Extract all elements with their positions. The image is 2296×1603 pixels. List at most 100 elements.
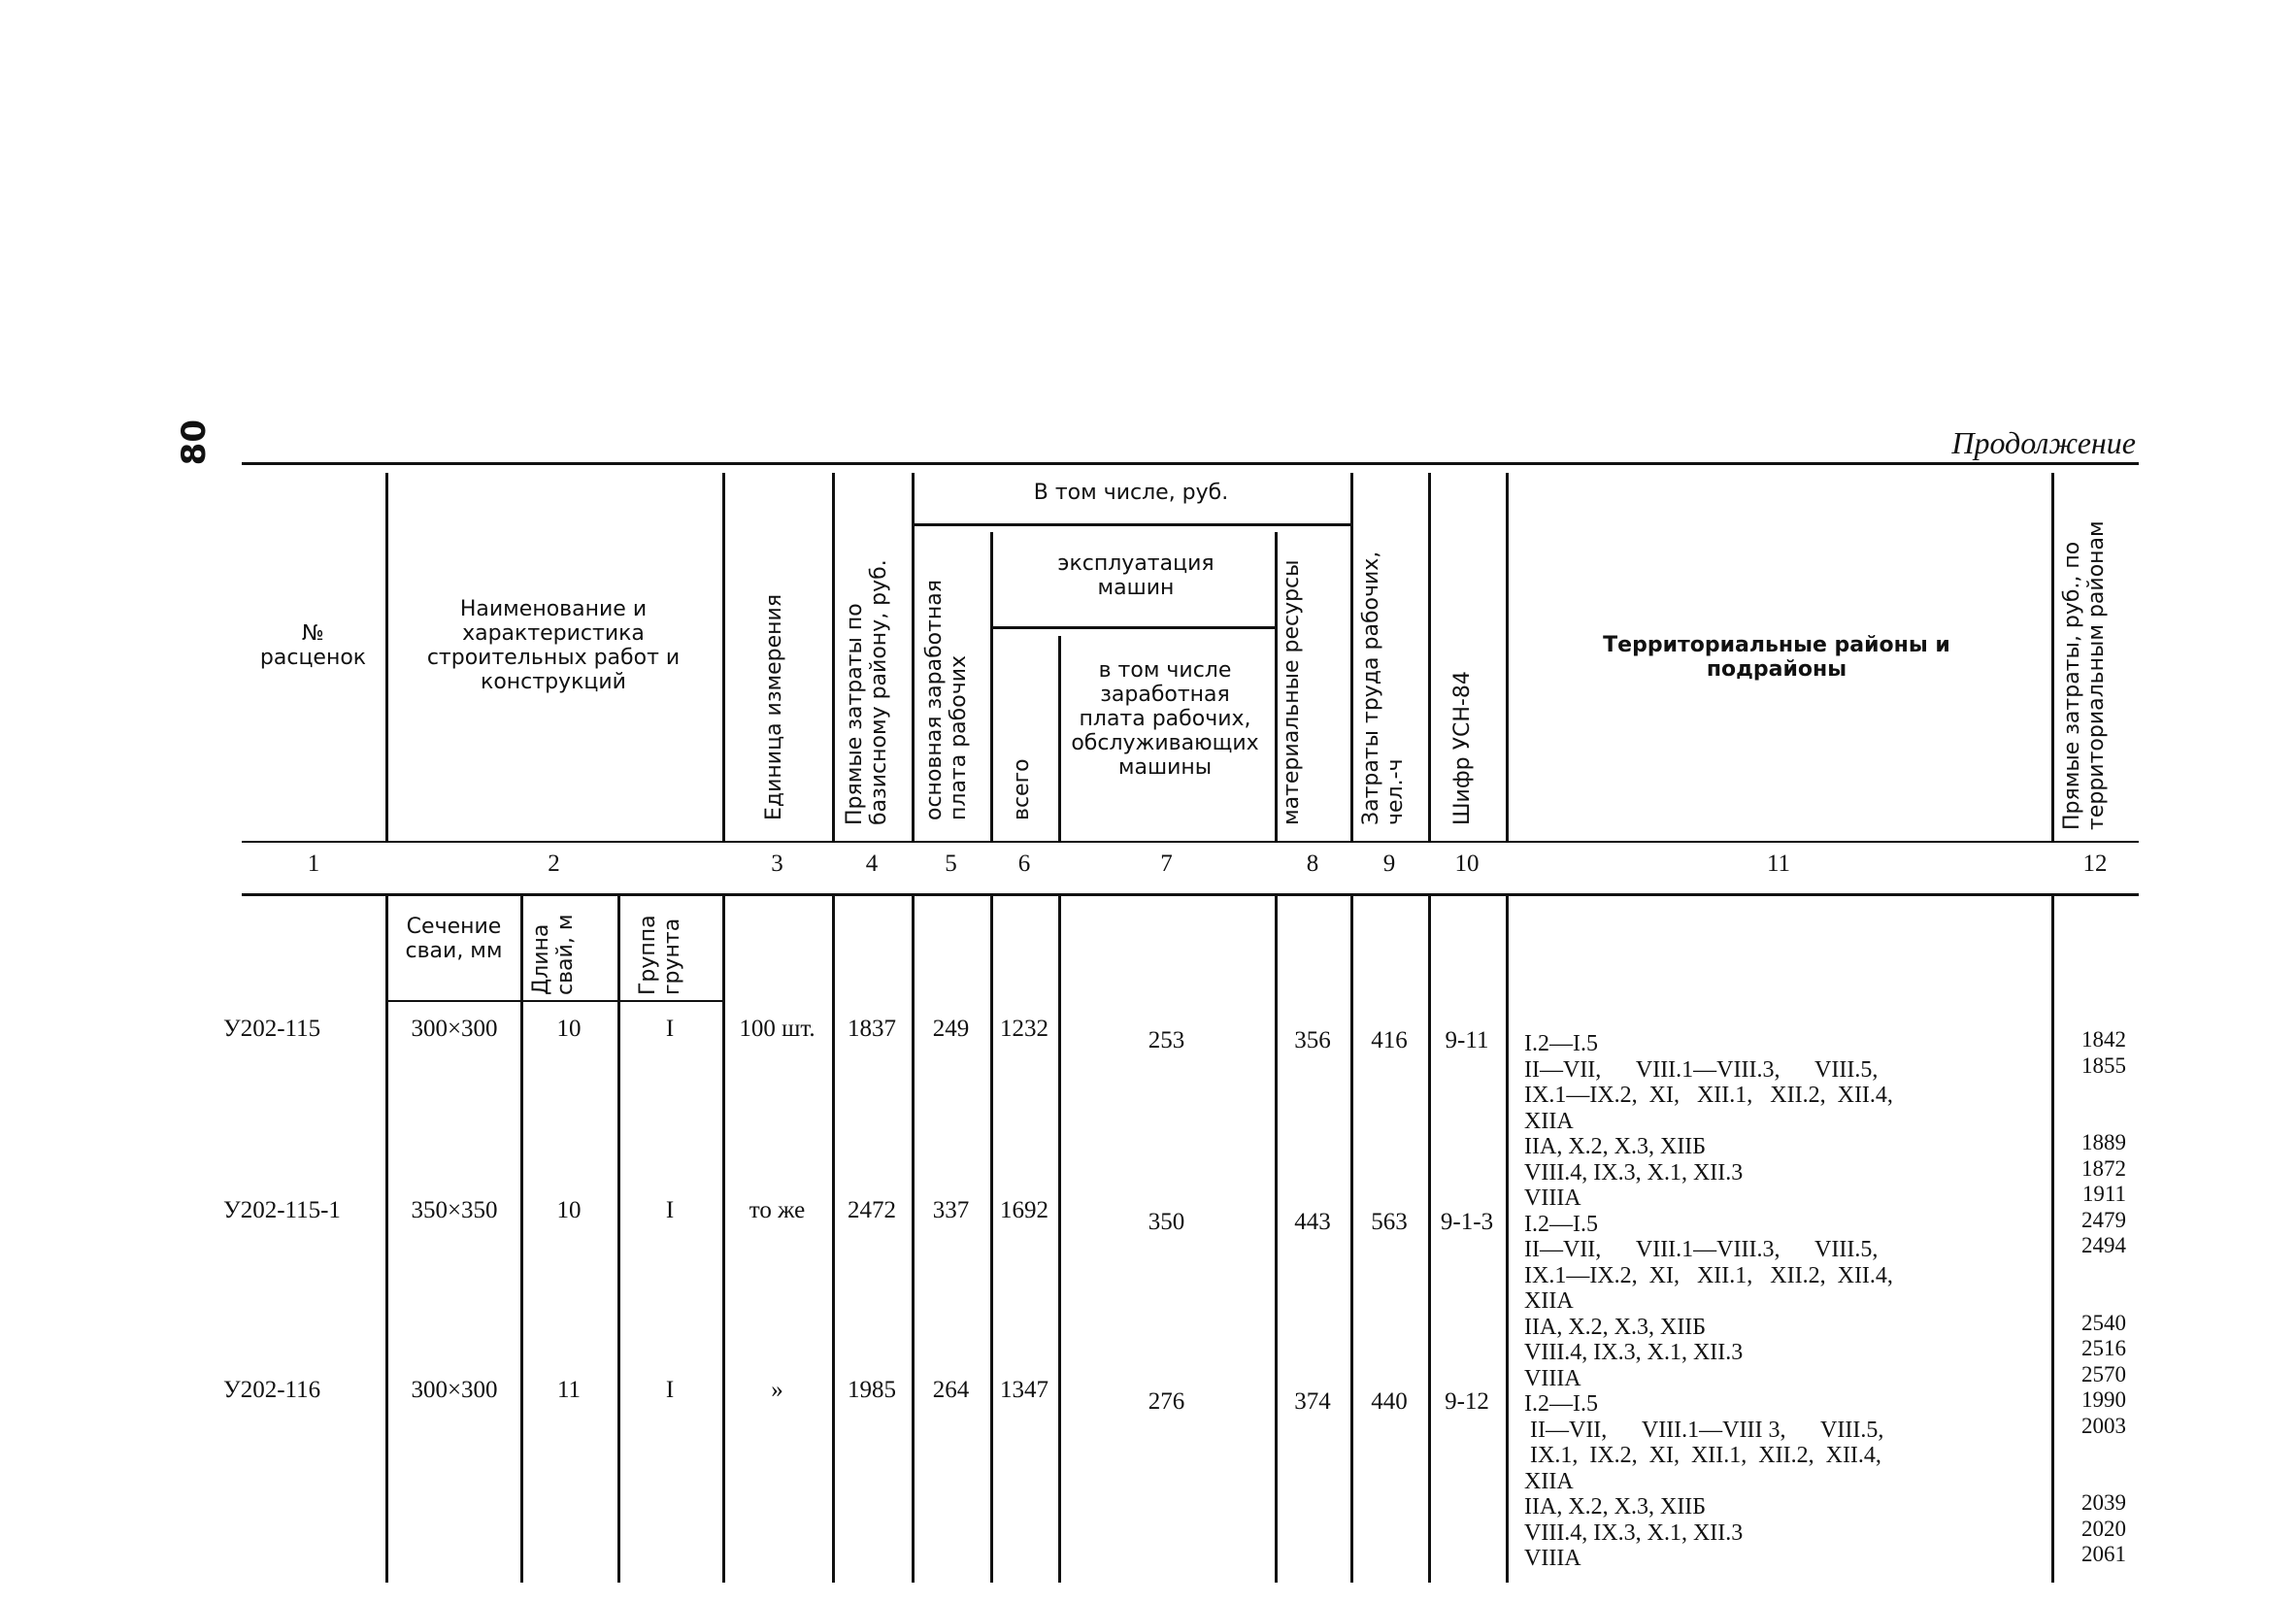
- subheader-soil-group: Группа грунта: [636, 915, 684, 995]
- territory-line: I.2—I.5: [1524, 1211, 1598, 1237]
- cell-cipher: 9-1-3: [1440, 1209, 1494, 1235]
- column-divider: [385, 893, 388, 1583]
- column-number: 1: [307, 851, 320, 877]
- territory-line: IX.1—IX.2, XI, XII.1, XII.2, XII.4,: [1524, 1083, 1893, 1108]
- subheader-length: Длина свай, м: [529, 914, 578, 995]
- header-territory-prices: Прямые затраты, руб., по территориальным…: [2060, 520, 2109, 830]
- column-divider: [990, 532, 993, 841]
- cell-code: У202-115-1: [223, 1197, 341, 1223]
- cell-mach-wage: 253: [1148, 1027, 1185, 1053]
- cell-section: 300×300: [411, 1016, 498, 1042]
- column-number: 4: [865, 851, 879, 877]
- territory-line: VIII.4, IX.3, X.1, XII.3: [1524, 1520, 1744, 1546]
- column-number: 3: [771, 851, 783, 877]
- cell-mat: 374: [1294, 1388, 1331, 1415]
- cell-mach: 1347: [1000, 1377, 1048, 1403]
- territory-price: 2003: [2081, 1413, 2126, 1438]
- territory-line: VIII.4, IX.3, X.1, XII.3: [1524, 1159, 1744, 1186]
- cell-length: 11: [556, 1377, 582, 1403]
- cell-group: I: [665, 1377, 675, 1403]
- territory-line: XIIA: [1524, 1108, 1574, 1134]
- territory-line: IIA, X.2, X.3, XIIБ: [1524, 1494, 1707, 1520]
- cell-mach: 1232: [1000, 1016, 1048, 1042]
- territory-line: VIIIA: [1524, 1365, 1581, 1391]
- header-wage: основная заработная плата рабочих: [922, 579, 971, 820]
- divider: [242, 893, 2139, 896]
- column-divider: [1275, 893, 1278, 1583]
- territory-line: I.2—I.5: [1524, 1031, 1598, 1056]
- column-divider: [1506, 473, 1509, 841]
- cell-group: I: [665, 1197, 675, 1223]
- cell-cipher: 9-11: [1445, 1027, 1489, 1053]
- territory-line: II—VII, VIII.1—VIII.3, VIII.5,: [1524, 1056, 1879, 1083]
- territory-price: 1842: [2081, 1027, 2126, 1052]
- column-number: 7: [1160, 851, 1173, 877]
- cell-mach-wage: 276: [1148, 1388, 1185, 1415]
- header-territories: Территориальные районы и подрайоны: [1603, 633, 1950, 682]
- header-materials: материальные ресурсы: [1280, 559, 1304, 825]
- cell-wage: 249: [932, 1016, 970, 1042]
- territory-line: VIII.4, IX.3, X.1, XII.3: [1524, 1340, 1744, 1365]
- divider: [990, 626, 1275, 629]
- column-divider: [1428, 893, 1431, 1583]
- column-divider: [1350, 473, 1353, 841]
- column-divider: [1058, 893, 1061, 1583]
- territory-line: IX.1, IX.2, XI, XII.1, XII.2, XII.4,: [1524, 1443, 1881, 1468]
- territory-line: II—VII, VIII.1—VIII 3, VIII.5,: [1524, 1417, 1884, 1443]
- column-number: 2: [548, 851, 560, 877]
- territory-line: I.2—I.5: [1524, 1391, 1598, 1417]
- cell-direct: 2472: [848, 1197, 896, 1223]
- cell-group: I: [665, 1016, 675, 1042]
- cell-unit: то же: [749, 1197, 806, 1223]
- column-number: 12: [2082, 851, 2108, 877]
- divider: [912, 523, 1350, 526]
- column-divider: [2051, 893, 2054, 1583]
- subheader-section: Сечение сваи, мм: [405, 915, 503, 963]
- column-divider: [1058, 636, 1061, 841]
- territory-line: IIA, X.2, X.3, XIIБ: [1524, 1314, 1707, 1340]
- territory-price: 2479: [2081, 1207, 2126, 1232]
- column-divider: [722, 893, 725, 1583]
- divider: [242, 841, 2139, 843]
- column-divider: [1350, 893, 1353, 1583]
- header-labor: Затраты труда рабочих, чел.-ч: [1359, 551, 1408, 825]
- header-name: Наименование и характеристика строительн…: [426, 597, 681, 694]
- territory-price: 1911: [2081, 1182, 2126, 1206]
- territory-price: 2494: [2081, 1233, 2126, 1257]
- column-divider: [912, 473, 915, 841]
- column-divider: [385, 473, 388, 841]
- cell-section: 300×300: [411, 1377, 498, 1403]
- header-code: № расценок: [259, 621, 367, 670]
- territory-line: IX.1—IX.2, XI, XII.1, XII.2, XII.4,: [1524, 1262, 1893, 1288]
- header-unit: Единица измерения: [762, 593, 786, 820]
- header-direct: Прямые затраты по базисному району, руб.: [843, 559, 891, 825]
- column-divider: [2051, 473, 2054, 841]
- column-divider: [1506, 893, 1509, 1583]
- cell-code: У202-116: [223, 1377, 321, 1403]
- cell-unit: »: [771, 1377, 783, 1403]
- cell-section: 350×350: [411, 1197, 498, 1223]
- column-divider: [520, 893, 523, 1583]
- header-machines: эксплуатация машин: [1057, 551, 1215, 600]
- page-number: 80: [175, 419, 214, 466]
- territory-price: 1990: [2081, 1387, 2126, 1412]
- cell-direct: 1837: [848, 1016, 896, 1042]
- header-machines-total: всего: [1010, 758, 1034, 820]
- territory-price: 2516: [2081, 1336, 2126, 1360]
- column-number: 6: [1017, 851, 1031, 877]
- territory-price: 1889: [2081, 1130, 2126, 1154]
- cell-labor: 563: [1371, 1209, 1408, 1235]
- cell-mat: 356: [1294, 1027, 1331, 1053]
- cell-labor: 440: [1371, 1388, 1408, 1415]
- cell-length: 10: [556, 1197, 582, 1223]
- cell-direct: 1985: [848, 1377, 896, 1403]
- header-cipher: Шифр УСН-84: [1450, 671, 1475, 825]
- column-number: 8: [1306, 851, 1319, 877]
- column-number: 5: [945, 851, 957, 877]
- territory-line: VIIIA: [1524, 1546, 1581, 1571]
- header-group: В том числе, руб.: [1033, 481, 1229, 505]
- cell-cipher: 9-12: [1445, 1388, 1489, 1415]
- cell-mach: 1692: [1000, 1197, 1048, 1223]
- territory-price: 2039: [2081, 1490, 2126, 1515]
- column-number: 9: [1382, 851, 1396, 877]
